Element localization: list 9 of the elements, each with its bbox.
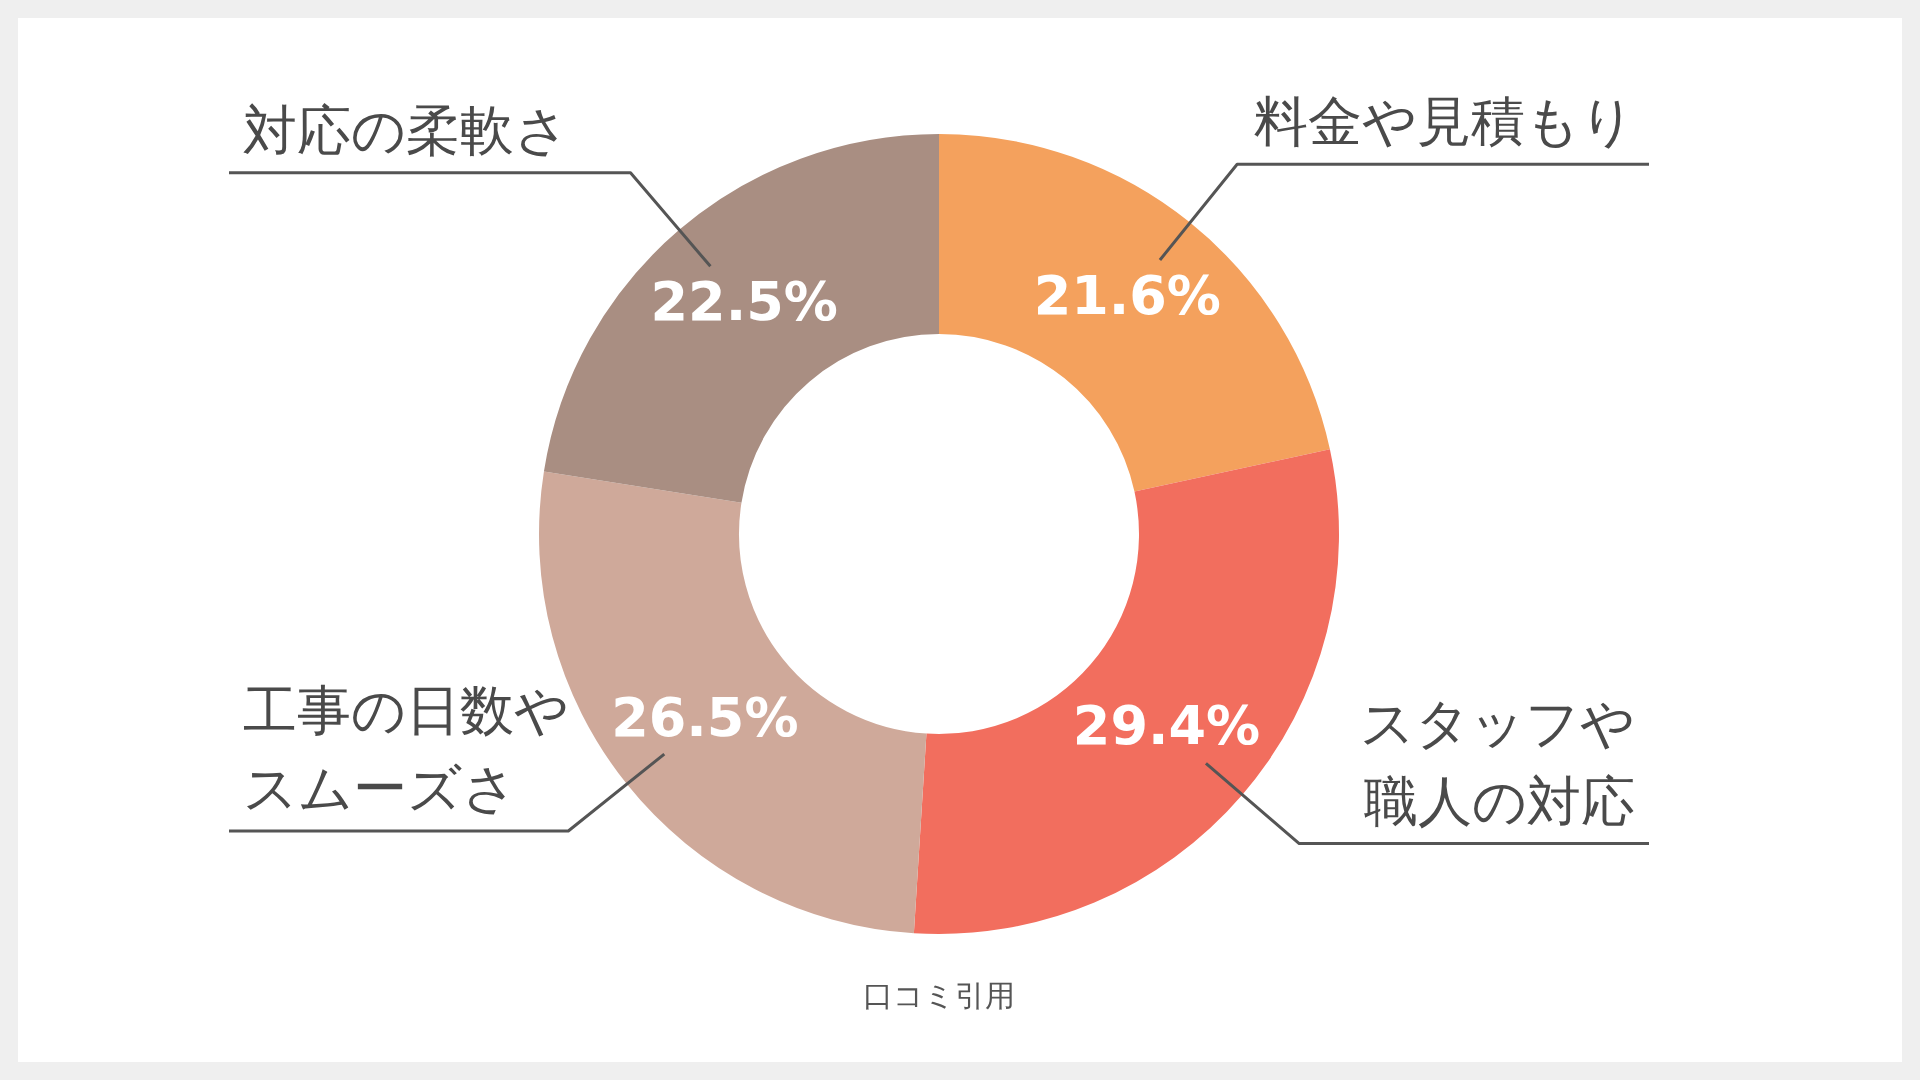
data-label: 26.5% — [611, 685, 799, 749]
slice-label: スタッフや職人の対応 — [1360, 691, 1635, 833]
text: 口コミ引用 — [863, 977, 1015, 1013]
slice-label: 工事の日数やスムーズさ — [243, 678, 569, 820]
slice-label: 料金や見積もり — [1254, 90, 1635, 154]
data-label: 22.5% — [650, 269, 838, 333]
slice-label: 対応の柔軟さ — [243, 98, 569, 162]
data-label: 29.4% — [1072, 693, 1261, 757]
data-label: 21.6% — [1033, 264, 1221, 328]
